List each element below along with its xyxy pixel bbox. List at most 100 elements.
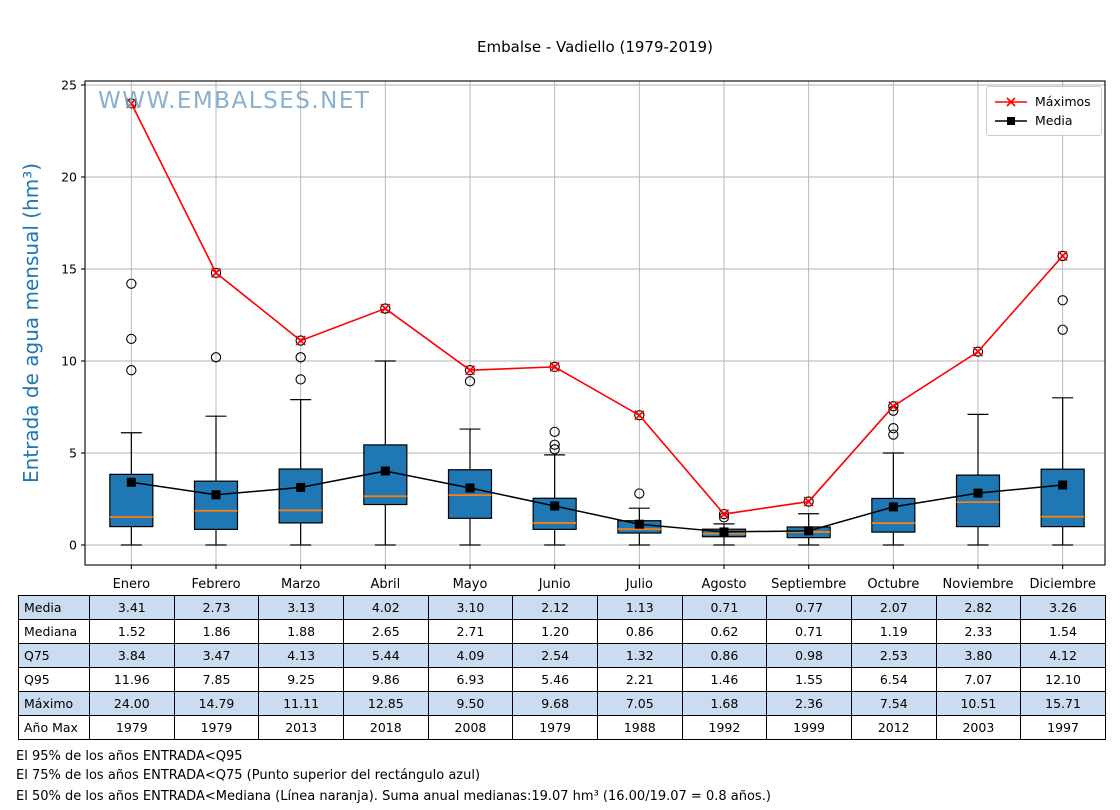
outliers xyxy=(126,98,1068,523)
outlier-circle xyxy=(888,401,899,412)
table-cell: 0.71 xyxy=(681,595,768,620)
box xyxy=(1040,468,1085,528)
x-tick-label: Agosto xyxy=(702,577,747,592)
row-label: Q95 xyxy=(18,667,90,692)
maximos-marker xyxy=(126,98,137,109)
table-cell: 2.36 xyxy=(766,691,852,716)
maximos-marker xyxy=(380,303,391,314)
outlier-circle xyxy=(1057,324,1068,335)
table-cell: 1.52 xyxy=(89,619,175,644)
media-marker xyxy=(719,527,729,537)
x-tick-label: Febrero xyxy=(191,577,240,592)
table-cell: 1999 xyxy=(766,715,852,740)
x-tick-label: Enero xyxy=(113,577,151,592)
table-row: Mediana 1.52 1.86 1.88 2.65 2.71 1.20 0.86 0.62 0… xyxy=(18,619,1106,644)
x-tick-label: Mayo xyxy=(453,577,488,592)
y-tick-label: 5 xyxy=(69,446,77,461)
media-line-icon xyxy=(995,116,1027,125)
outlier-circle xyxy=(126,365,137,376)
table-row: Año Max 1979 1979 2013 2018 2008 1979 1988 1992 1… xyxy=(18,715,1106,740)
table-cell: 1.54 xyxy=(1020,619,1106,644)
media-marker xyxy=(1058,480,1068,490)
table-cell: 0.77 xyxy=(766,595,852,620)
outlier-circle xyxy=(972,346,984,357)
media-marker xyxy=(126,477,136,487)
y-axis-label: Entrada de agua mensual (hm³) xyxy=(19,162,43,484)
maximos-marker xyxy=(972,346,984,357)
table-cell: 1.46 xyxy=(681,667,768,692)
legend: Máximos Media xyxy=(986,86,1102,136)
table-cell: 6.93 xyxy=(427,667,514,692)
x-tick-label: Junio xyxy=(538,577,571,592)
table-cell: 5.46 xyxy=(512,667,598,692)
table-cell: 7.07 xyxy=(935,667,1022,692)
media-marker xyxy=(296,482,306,492)
table-cell: 2.65 xyxy=(342,619,429,644)
table-cell: 1.88 xyxy=(258,619,344,644)
table-cell: 0.98 xyxy=(766,643,852,668)
table-cell: 11.96 xyxy=(89,667,175,692)
table-cell: 7.54 xyxy=(850,691,937,716)
outlier-circle xyxy=(295,352,306,363)
maximos-marker xyxy=(718,508,730,520)
table-cell: 1.68 xyxy=(681,691,768,716)
axis-labels: 0 5 10 15 20 25 Enero Febrero Marzo Abril Mayo Juni… xyxy=(61,78,1096,593)
table-cell: 2012 xyxy=(850,715,937,740)
table-cell: 3.80 xyxy=(935,643,1022,668)
table-cell: 9.68 xyxy=(512,691,598,716)
maximos-marker xyxy=(295,335,306,346)
table-cell: 2008 xyxy=(427,715,514,740)
x-tick-label: Abril xyxy=(370,577,400,592)
table-row: Media 3.41 2.73 3.13 4.02 3.10 2.12 1.13 0.71 0.7… xyxy=(18,595,1106,620)
maximos-line-icon xyxy=(995,96,1027,107)
x-tick-label: Diciembre xyxy=(1029,577,1095,592)
x-tick-label: Noviembre xyxy=(943,577,1014,592)
media-marker xyxy=(465,483,475,493)
outlier-circle xyxy=(126,278,137,289)
outlier-circle xyxy=(126,98,137,109)
maximos-marker xyxy=(210,267,222,278)
media-marker xyxy=(804,526,814,536)
table-cell: 1979 xyxy=(512,715,598,740)
outlier-circle xyxy=(549,439,560,450)
y-tick-label: 20 xyxy=(61,170,77,185)
table-cell: 2.73 xyxy=(173,595,260,620)
media-marker xyxy=(211,490,221,500)
legend-label-maximos: Máximos xyxy=(1035,94,1091,109)
table-row: Q95 11.96 7.85 9.25 9.86 6.93 5.46 2.21 1.46 1.55… xyxy=(18,667,1106,692)
plot-frame xyxy=(84,80,1106,566)
outlier-circle xyxy=(549,426,560,437)
row-label: Año Max xyxy=(18,715,90,740)
table-cell: 1997 xyxy=(1020,715,1106,740)
table-cell: 0.71 xyxy=(766,619,852,644)
x-tick-label: Julio xyxy=(625,577,653,592)
table-cell: 3.10 xyxy=(427,595,514,620)
table-cell: 2018 xyxy=(342,715,429,740)
outlier-circle xyxy=(549,444,560,455)
y-tick-label: 10 xyxy=(61,354,77,369)
maximos-marker xyxy=(1057,250,1068,262)
outlier-circle xyxy=(1057,250,1068,262)
x-tick-label: Septiembre xyxy=(771,577,846,592)
outlier-circle xyxy=(380,303,391,314)
outlier-circle xyxy=(210,267,222,279)
table-cell: 5.44 xyxy=(342,643,429,668)
box xyxy=(278,468,323,524)
legend-item-media: Media xyxy=(994,111,1094,130)
table-cell: 1.32 xyxy=(596,643,683,668)
watermark: WWW.EMBALSES.NET xyxy=(98,88,371,114)
table-cell: 12.10 xyxy=(1020,667,1106,692)
table-cell: 9.50 xyxy=(427,691,514,716)
box xyxy=(193,480,239,530)
outlier-circle xyxy=(210,352,222,363)
footnote-mediana: El 50% de los años ENTRADA<Mediana (Líne… xyxy=(16,789,771,804)
media-marker xyxy=(634,519,644,529)
table-cell: 3.84 xyxy=(89,643,175,668)
table-cell: 0.86 xyxy=(681,643,768,668)
maximos-marker xyxy=(888,401,899,412)
stats-table: Media 3.41 2.73 3.13 4.02 3.10 2.12 1.13 0.71 0.7… xyxy=(18,595,1106,740)
table-cell: 3.41 xyxy=(89,595,175,620)
table-cell: 9.86 xyxy=(342,667,429,692)
outlier-circle xyxy=(1057,295,1068,306)
outlier-circle xyxy=(718,512,730,523)
